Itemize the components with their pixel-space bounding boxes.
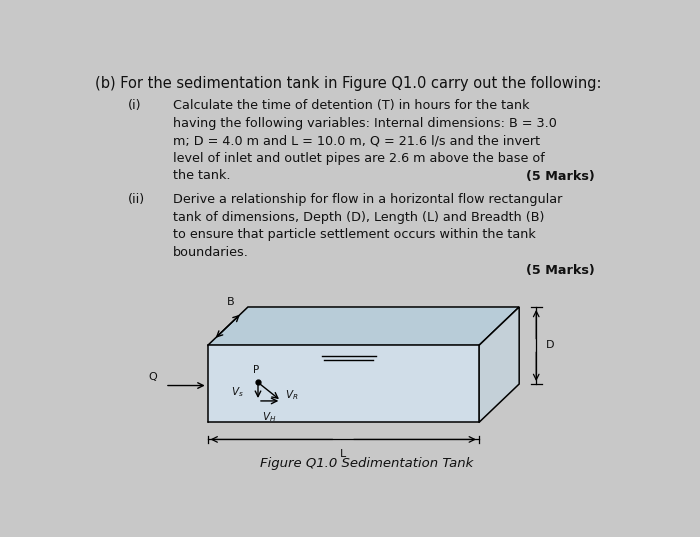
Polygon shape (479, 307, 519, 423)
Text: (ii): (ii) (128, 193, 145, 206)
Text: $V_H$: $V_H$ (262, 410, 276, 424)
Text: (b) For the sedimentation tank in Figure Q1.0 carry out the following:: (b) For the sedimentation tank in Figure… (95, 76, 602, 91)
Text: D: D (546, 340, 555, 351)
Text: Calculate the time of detention (T) in hours for the tank
having the following v: Calculate the time of detention (T) in h… (173, 99, 556, 182)
Text: (i): (i) (128, 99, 141, 112)
Polygon shape (208, 345, 479, 423)
Text: Q: Q (148, 373, 158, 382)
Text: Derive a relationship for flow in a horizontal flow rectangular
tank of dimensio: Derive a relationship for flow in a hori… (173, 193, 562, 258)
Polygon shape (208, 307, 519, 345)
Text: $V_s$: $V_s$ (231, 385, 244, 398)
Text: Figure Q1.0 Sedimentation Tank: Figure Q1.0 Sedimentation Tank (260, 457, 473, 470)
Text: (5 Marks): (5 Marks) (526, 170, 595, 183)
Text: L: L (340, 449, 346, 460)
Text: B: B (227, 296, 234, 307)
Text: P: P (253, 365, 259, 375)
Text: (5 Marks): (5 Marks) (526, 264, 595, 277)
Text: $V_R$: $V_R$ (285, 388, 299, 402)
